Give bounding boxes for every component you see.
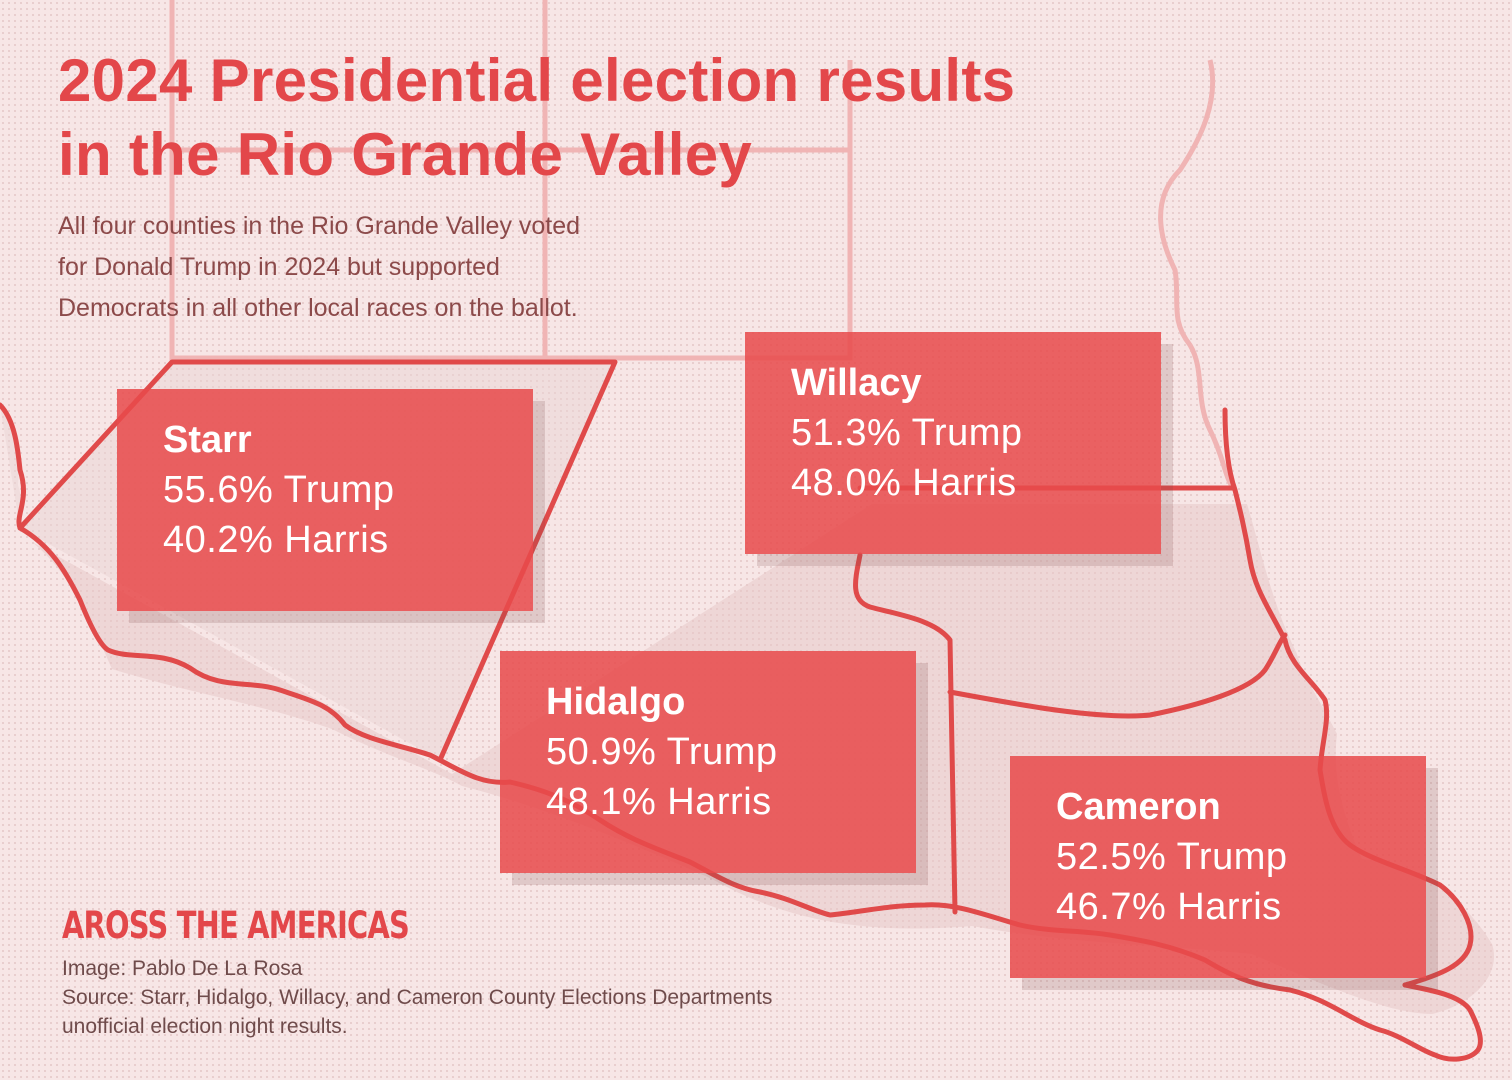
coastline-faint <box>1158 59 1237 492</box>
subtitle-line-1: All four counties in the Rio Grande Vall… <box>58 212 581 240</box>
county-card-hidalgo: Hidalgo 50.9% Trump 48.1% Harris <box>500 651 916 873</box>
county-name: Hidalgo <box>546 681 686 723</box>
title-line-1: 2024 Presidential election results <box>58 47 1016 114</box>
trump-result: 52.5% Trump <box>1056 836 1288 878</box>
trump-result: 50.9% Trump <box>546 731 778 773</box>
rio-grande-border <box>0 402 1483 1062</box>
subtitle-line-2: for Donald Trump in 2024 but supported <box>58 253 500 281</box>
county-name: Willacy <box>791 362 922 404</box>
faint-county-lines <box>169 0 853 361</box>
subtitle-line-3: Democrats in all other local races on th… <box>58 294 578 322</box>
harris-result: 48.0% Harris <box>791 462 1017 504</box>
page-title: 2024 Presidential election results in th… <box>58 44 1015 192</box>
trump-result: 51.3% Trump <box>791 412 1023 454</box>
willacy-cameron-line <box>947 632 1288 719</box>
county-name: Cameron <box>1056 786 1221 828</box>
harris-result: 46.7% Harris <box>1056 886 1282 928</box>
source-credit-line-1: Source: Starr, Hidalgo, Willacy, and Cam… <box>62 986 773 1009</box>
county-card-cameron: Cameron 52.5% Trump 46.7% Harris <box>1010 756 1426 978</box>
subtitle: All four counties in the Rio Grande Vall… <box>58 206 758 329</box>
source-credit-line-2: unofficial election night results. <box>62 1015 348 1038</box>
title-line-2: in the Rio Grande Valley <box>58 121 753 188</box>
coastline <box>1222 407 1474 988</box>
harris-result: 40.2% Harris <box>163 519 389 561</box>
brand-logo: AROSS THE AMERICAS <box>62 904 410 947</box>
trump-result: 55.6% Trump <box>163 469 395 511</box>
county-card-starr: Starr 55.6% Trump 40.2% Harris <box>117 389 533 611</box>
county-card-willacy: Willacy 51.3% Trump 48.0% Harris <box>745 332 1161 554</box>
hidalgo-willacy-line <box>853 552 958 915</box>
image-credit: Image: Pablo De La Rosa <box>62 957 303 980</box>
county-name: Starr <box>163 419 252 461</box>
harris-result: 48.1% Harris <box>546 781 772 823</box>
